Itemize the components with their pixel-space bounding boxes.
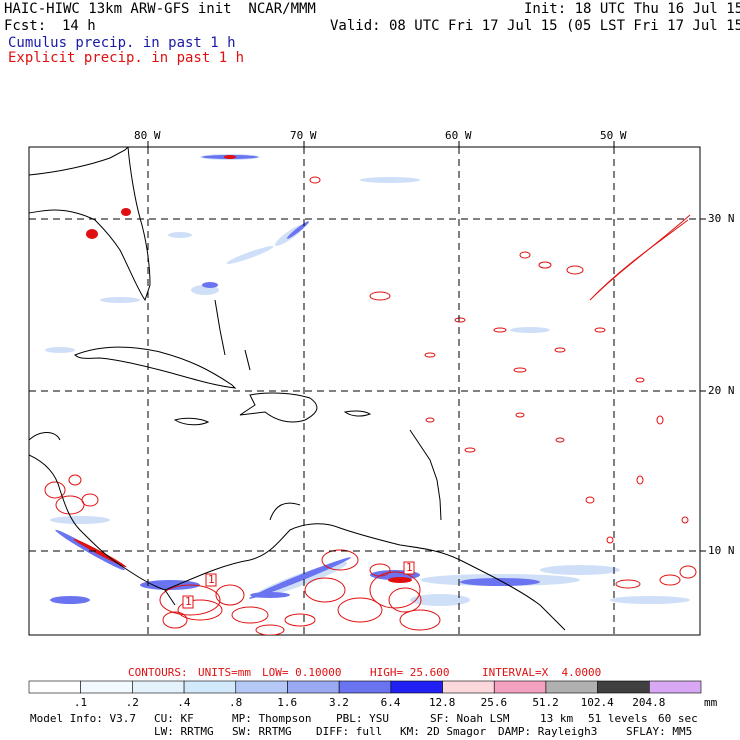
model-info-mp: MP: Thompson: [232, 712, 312, 725]
colorbar-tick-label: .8: [228, 696, 243, 709]
contours-units: UNITS=mm: [198, 666, 251, 679]
fcst-value: 14 h: [62, 18, 96, 34]
legend-explicit: Explicit precip. in past 1 h: [8, 50, 245, 66]
box-marker-label: 1: [185, 595, 192, 608]
colorbar-swatch: [28, 680, 81, 694]
explicit-precip-contours: [44, 176, 697, 635]
model-info-sf: SF: Noah LSM: [430, 712, 510, 725]
model-info-sflay: SFLAY: MM5: [626, 725, 693, 738]
colorbar-tick-label: 6.4: [380, 696, 401, 709]
model-info-version: Model Info: V3.7: [30, 712, 136, 725]
colorbar-tick-label: 1.6: [277, 696, 298, 709]
lon-label-70w: 70 W: [290, 129, 317, 142]
model-info-timestep: 60 sec: [658, 712, 698, 725]
lat-label-20n: 20 N: [708, 384, 735, 397]
coastlines: [29, 147, 566, 631]
colorbar-swatch: [132, 680, 185, 694]
model-info-levels: 51 levels: [588, 712, 648, 725]
colorbar-swatch: [287, 680, 340, 694]
colorbar-tick-label: 25.6: [480, 696, 508, 709]
cumulus-precip-heavy: [50, 155, 540, 604]
lon-label-50w: 50 W: [600, 129, 627, 142]
colorbar-tick-label: 204.8: [632, 696, 666, 709]
box-marker-label: 1: [208, 573, 215, 586]
colorbar-swatch: [390, 680, 443, 694]
colorbar-tick-label: 51.2: [532, 696, 559, 709]
model-info-resolution: 13 km: [540, 712, 574, 725]
contours-high: HIGH= 25.600: [370, 666, 450, 679]
lat-label-30n: 30 N: [708, 212, 735, 225]
colorbar-swatch: [649, 680, 702, 694]
colorbar-tick-label: 3.2: [328, 696, 349, 709]
colorbar-swatch: [545, 680, 598, 694]
model-info-pbl: PBL: YSU: [336, 712, 389, 725]
colorbar-swatch: [235, 680, 288, 694]
model-title: HAIC-HIWC 13km ARW-GFS init NCAR/MMM: [4, 1, 316, 17]
lat-lon-grid: [29, 147, 700, 635]
colorbar-swatch: [80, 680, 133, 694]
axis-ticks: [147, 141, 706, 552]
colorbar-tick-label: 12.8: [428, 696, 456, 709]
model-info-sw: SW: RRTMG: [232, 725, 292, 738]
colorbar-tick-label: .4: [177, 696, 191, 709]
lat-label-10n: 10 N: [708, 544, 735, 557]
legend-cumulus: Cumulus precip. in past 1 h: [8, 35, 236, 51]
box-markers: [182, 561, 415, 609]
contours-low: LOW= 0.10000: [262, 666, 342, 679]
colorbar-tick-label: .1: [73, 696, 88, 709]
fcst-label: Fcst:: [4, 18, 47, 34]
box-marker-label: 1: [406, 561, 413, 574]
colorbar-swatch: [442, 680, 495, 694]
lon-label-60w: 60 W: [445, 129, 472, 142]
colorbar-swatch: [597, 680, 650, 694]
model-info-damp: DAMP: Rayleigh3: [498, 725, 598, 738]
colorbar-swatch: [183, 680, 237, 694]
colorbar-tick-label: 102.4: [580, 696, 614, 709]
lon-label-80w: 80 W: [134, 129, 161, 142]
colorbar-swatch: [338, 680, 392, 694]
model-info-km: KM: 2D Smagor: [400, 725, 487, 738]
contours-label: CONTOURS:: [128, 666, 188, 679]
colorbar-tick-label: .2: [125, 696, 139, 709]
colorbar-unit: mm: [704, 696, 718, 709]
contours-interval: INTERVAL=X 4.0000: [482, 666, 602, 679]
colorbar-swatch: [493, 680, 547, 694]
init-time: Init: 18 UTC Thu 16 Jul 15: [524, 1, 740, 17]
model-info-cu: CU: KF: [154, 712, 194, 725]
model-info-diff: DIFF: full: [316, 725, 383, 738]
model-info-lw: LW: RRTMG: [154, 725, 214, 738]
valid-time: Valid: 08 UTC Fri 17 Jul 15 (05 LST Fri …: [330, 18, 740, 34]
colorbar: [28, 680, 702, 694]
